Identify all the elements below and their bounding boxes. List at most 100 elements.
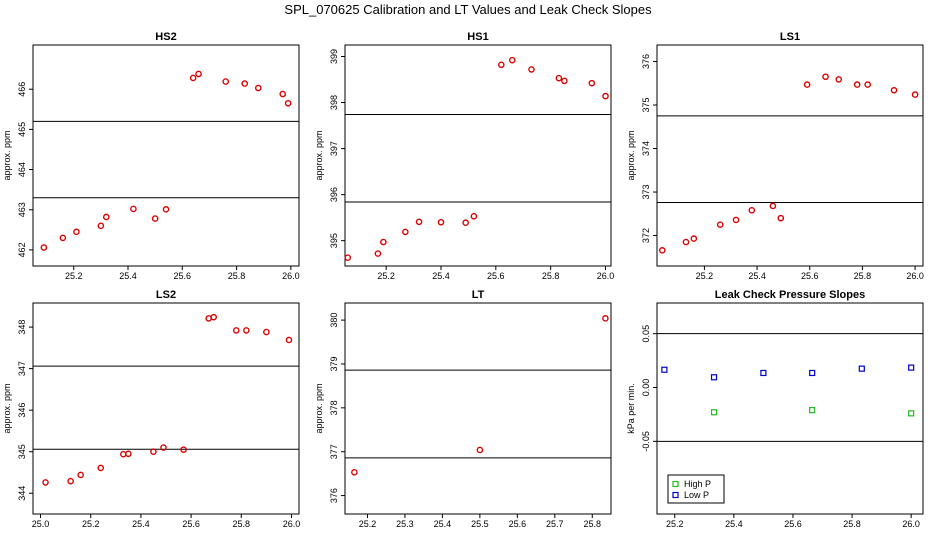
data-point [476,446,484,454]
plot-frame [32,44,300,267]
data-point [732,216,740,224]
x-tick-label: 25.2 [666,519,684,529]
x-tick-label: 25.2 [359,519,377,529]
data-point [864,81,871,88]
data-point [710,409,718,416]
data-point [415,218,423,226]
data-point [42,479,49,486]
data-point [151,215,159,222]
data-point [690,235,698,242]
panel-ls1: LS1 25.2 25.4 25.6 25.8 26.0 372 373 374 375 376 ap… [626,31,924,281]
y-tick-label: 345 [17,444,27,459]
y-axis-label: approx. ppm [314,130,324,180]
x-tick-label: 25.4 [434,519,452,529]
data-point [102,213,110,221]
x-tick-label: 25.5 [471,519,489,529]
panel-title: HS2 [155,31,176,43]
y-tick-label: 376 [329,488,339,503]
y-tick-label: 399 [329,49,339,64]
data-point [380,238,387,246]
data-point [232,327,240,334]
x-tick-label: 25.8 [542,271,560,281]
y-tick-label: 346 [17,403,27,418]
y-tick-label: 347 [17,361,27,376]
data-point [853,81,861,88]
x-tick-label: 25.6 [801,271,819,281]
plot-frame [344,44,612,267]
x-tick-label: 25.8 [233,519,251,529]
data-point [508,56,516,64]
data-point [40,244,48,251]
x-tick-label: 25.3 [396,519,414,529]
x-tick-label: 25.6 [487,271,505,281]
panel-title: LS1 [780,31,800,43]
data-point [150,448,157,455]
panel-leak: Leak Check Pressure Slopes 25.2 25.4 25.6 25… [626,289,924,529]
data-point [180,446,187,453]
x-tick-label: 26.0 [906,271,924,281]
x-tick-label: 25.6 [784,519,802,529]
x-tick-label: 25.2 [696,271,714,281]
data-point [97,222,105,230]
data-point [160,444,167,451]
x-tick-label: 25.8 [228,271,246,281]
data-point [822,73,829,81]
x-tick-label: 25.7 [546,519,564,529]
data-point [803,81,811,88]
x-tick-label: 25.6 [182,519,200,529]
data-point [835,76,843,83]
y-tick-label: 373 [641,185,651,200]
x-tick-label: 25.4 [725,519,743,529]
data-point [402,228,409,236]
x-tick-label: 26.0 [282,271,300,281]
y-tick-label: 344 [17,486,27,501]
y-tick-label: 465 [17,122,27,137]
x-tick-label: 25.6 [174,271,192,281]
panel-lt: LT 25.2 25.3 25.4 25.5 25.6 25.7 25.8 376 377 378 3… [314,289,612,529]
data-point [285,336,293,344]
legend-label: Low P [684,490,709,500]
data-point [661,366,668,373]
panel-title: LS2 [156,289,176,301]
y-tick-label: 463 [17,202,27,217]
data-point [809,369,816,377]
data-point [528,66,535,73]
x-tick-label: 25.2 [65,271,83,281]
data-point [602,315,609,322]
data-point [162,206,170,213]
data-point [374,250,382,257]
y-tick-label: 464 [17,162,27,177]
data-point [809,407,816,414]
x-tick-label: 26.0 [597,271,615,281]
data-point [760,369,767,377]
data-point [908,364,915,371]
x-tick-label: 25.4 [432,271,450,281]
y-tick-label: 396 [329,187,339,202]
x-tick-label: 25.4 [119,271,137,281]
legend-label: High P [684,479,711,489]
legend-marker [672,491,679,499]
legend-box [667,474,725,504]
y-tick-label: 375 [641,98,651,113]
data-point [682,238,690,246]
data-point [602,92,609,100]
x-tick-label: 25.2 [82,519,100,529]
plot-frame [656,302,924,515]
panel-hs1: HS1 25.2 25.4 25.6 25.8 26.0 395 396 397 398 399 ap… [314,31,614,281]
data-point [130,205,137,213]
x-tick-label: 25.8 [843,519,861,529]
y-axis-label: approx. ppm [2,383,12,433]
x-tick-label: 26.0 [283,519,301,529]
data-point [284,99,292,107]
y-tick-label: 0.05 [641,325,651,343]
y-axis-label: kPa per min. [626,383,636,434]
y-tick-label: 376 [641,54,651,69]
data-point [769,202,777,210]
x-tick-label: 25.2 [377,271,395,281]
data-point [222,78,230,85]
data-point [462,219,469,227]
x-tick-label: 25.8 [854,271,872,281]
y-tick-label: 462 [17,242,27,257]
